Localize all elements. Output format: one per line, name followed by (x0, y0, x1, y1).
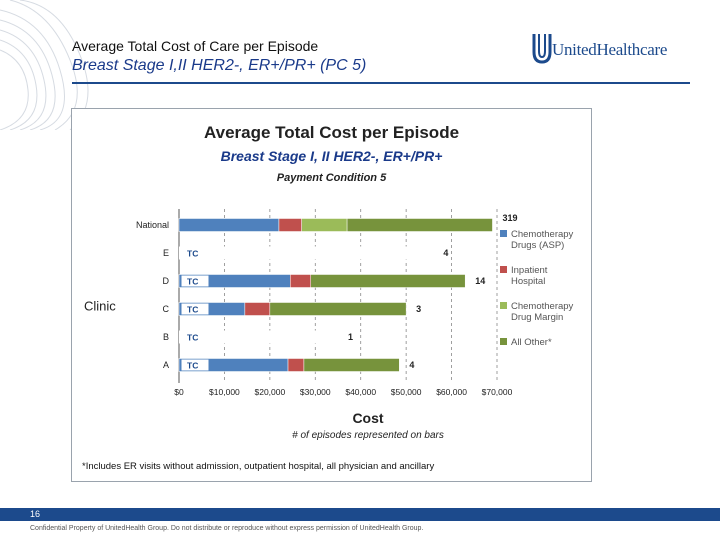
tc-box (181, 275, 209, 287)
x-tick-label: $70,000 (482, 387, 513, 397)
bar-segment (303, 358, 400, 372)
x-tick-label: $60,000 (436, 387, 467, 397)
page-number: 16 (30, 509, 41, 519)
category-label: C (163, 304, 170, 314)
tc-label: TC (187, 361, 198, 371)
episode-count-label: 4 (443, 248, 448, 258)
bar-segment (278, 218, 302, 232)
slide-subtitle: Breast Stage I,II HER2-, ER+/PR+ (PC 5) (72, 57, 367, 74)
x-tick-label: $30,000 (300, 387, 331, 397)
chart-title: Average Total Cost per Episode (203, 123, 460, 142)
legend-label: All Other* (511, 337, 552, 348)
x-tick-label: $20,000 (254, 387, 285, 397)
category-label: A (163, 360, 169, 370)
category-label: National (136, 220, 169, 230)
x-tick-label: $40,000 (345, 387, 376, 397)
chart-subtitle: Breast Stage I, II HER2-, ER+/PR+ (220, 148, 443, 164)
bar-segment (178, 218, 280, 232)
bar-segment (290, 274, 311, 288)
x-tick-label: $50,000 (391, 387, 422, 397)
x-axis-title: Cost (352, 410, 383, 426)
chart-subtitle-2: Payment Condition 5 (276, 172, 387, 184)
x-tick-label: $10,000 (209, 387, 240, 397)
legend-label: Chemotherapy Drugs (ASP) (511, 229, 574, 251)
tc-box (181, 303, 209, 315)
tc-box (181, 331, 209, 343)
unitedhealthcare-logo-icon (532, 34, 552, 64)
legend-swatch (500, 302, 507, 309)
legend-swatch (500, 338, 507, 345)
episode-count-label: 3 (416, 304, 421, 314)
header-divider (72, 82, 690, 84)
bar-segment (346, 218, 493, 232)
episode-count-label: 319 (502, 213, 517, 223)
bar-hidden (179, 330, 338, 344)
bar-segment (310, 274, 466, 288)
decorative-wave-graphic (0, 0, 89, 130)
chart-footnote: *Includes ER visits without admission, o… (82, 461, 435, 472)
x-axis-subtitle: # of episodes represented on bars (292, 430, 444, 441)
episode-count-label: 14 (475, 276, 485, 286)
legend-swatch (500, 230, 507, 237)
chart-frame: Average Total Cost per Episode Breast St… (71, 108, 592, 482)
category-label: E (163, 248, 169, 258)
logo-wordmark: UnitedHealthcare (552, 40, 668, 59)
tc-label: TC (187, 333, 198, 343)
tc-label: TC (187, 305, 198, 315)
category-label: B (163, 332, 169, 342)
category-label: D (163, 276, 170, 286)
footer-bar (0, 508, 720, 521)
episode-count-label: 1 (348, 332, 353, 342)
bar-segment (287, 358, 305, 372)
stacked-bar-chart: $0 $10,000 $20,000 $30,000 $40,000 $50,000 $60… (84, 209, 574, 441)
bar-segment (244, 302, 271, 316)
tc-label: TC (187, 277, 198, 287)
bar-hidden (179, 246, 434, 260)
bar-segment (301, 218, 348, 232)
confidential-notice: Confidential Property of UnitedHealth Gr… (30, 525, 424, 532)
legend-label: Inpatient Hospital (511, 265, 548, 287)
tc-box (181, 247, 209, 259)
y-axis-title: Clinic (84, 298, 116, 313)
slide-title: Average Total Cost of Care per Episode (72, 38, 319, 54)
x-tick-label: $0 (174, 387, 184, 397)
legend-swatch (500, 266, 507, 273)
tc-label: TC (187, 249, 198, 259)
episode-count-label: 4 (409, 360, 414, 370)
tc-box (181, 359, 209, 371)
legend-label: Chemotherapy Drug Margin (511, 301, 574, 323)
bar-segment (269, 302, 407, 316)
